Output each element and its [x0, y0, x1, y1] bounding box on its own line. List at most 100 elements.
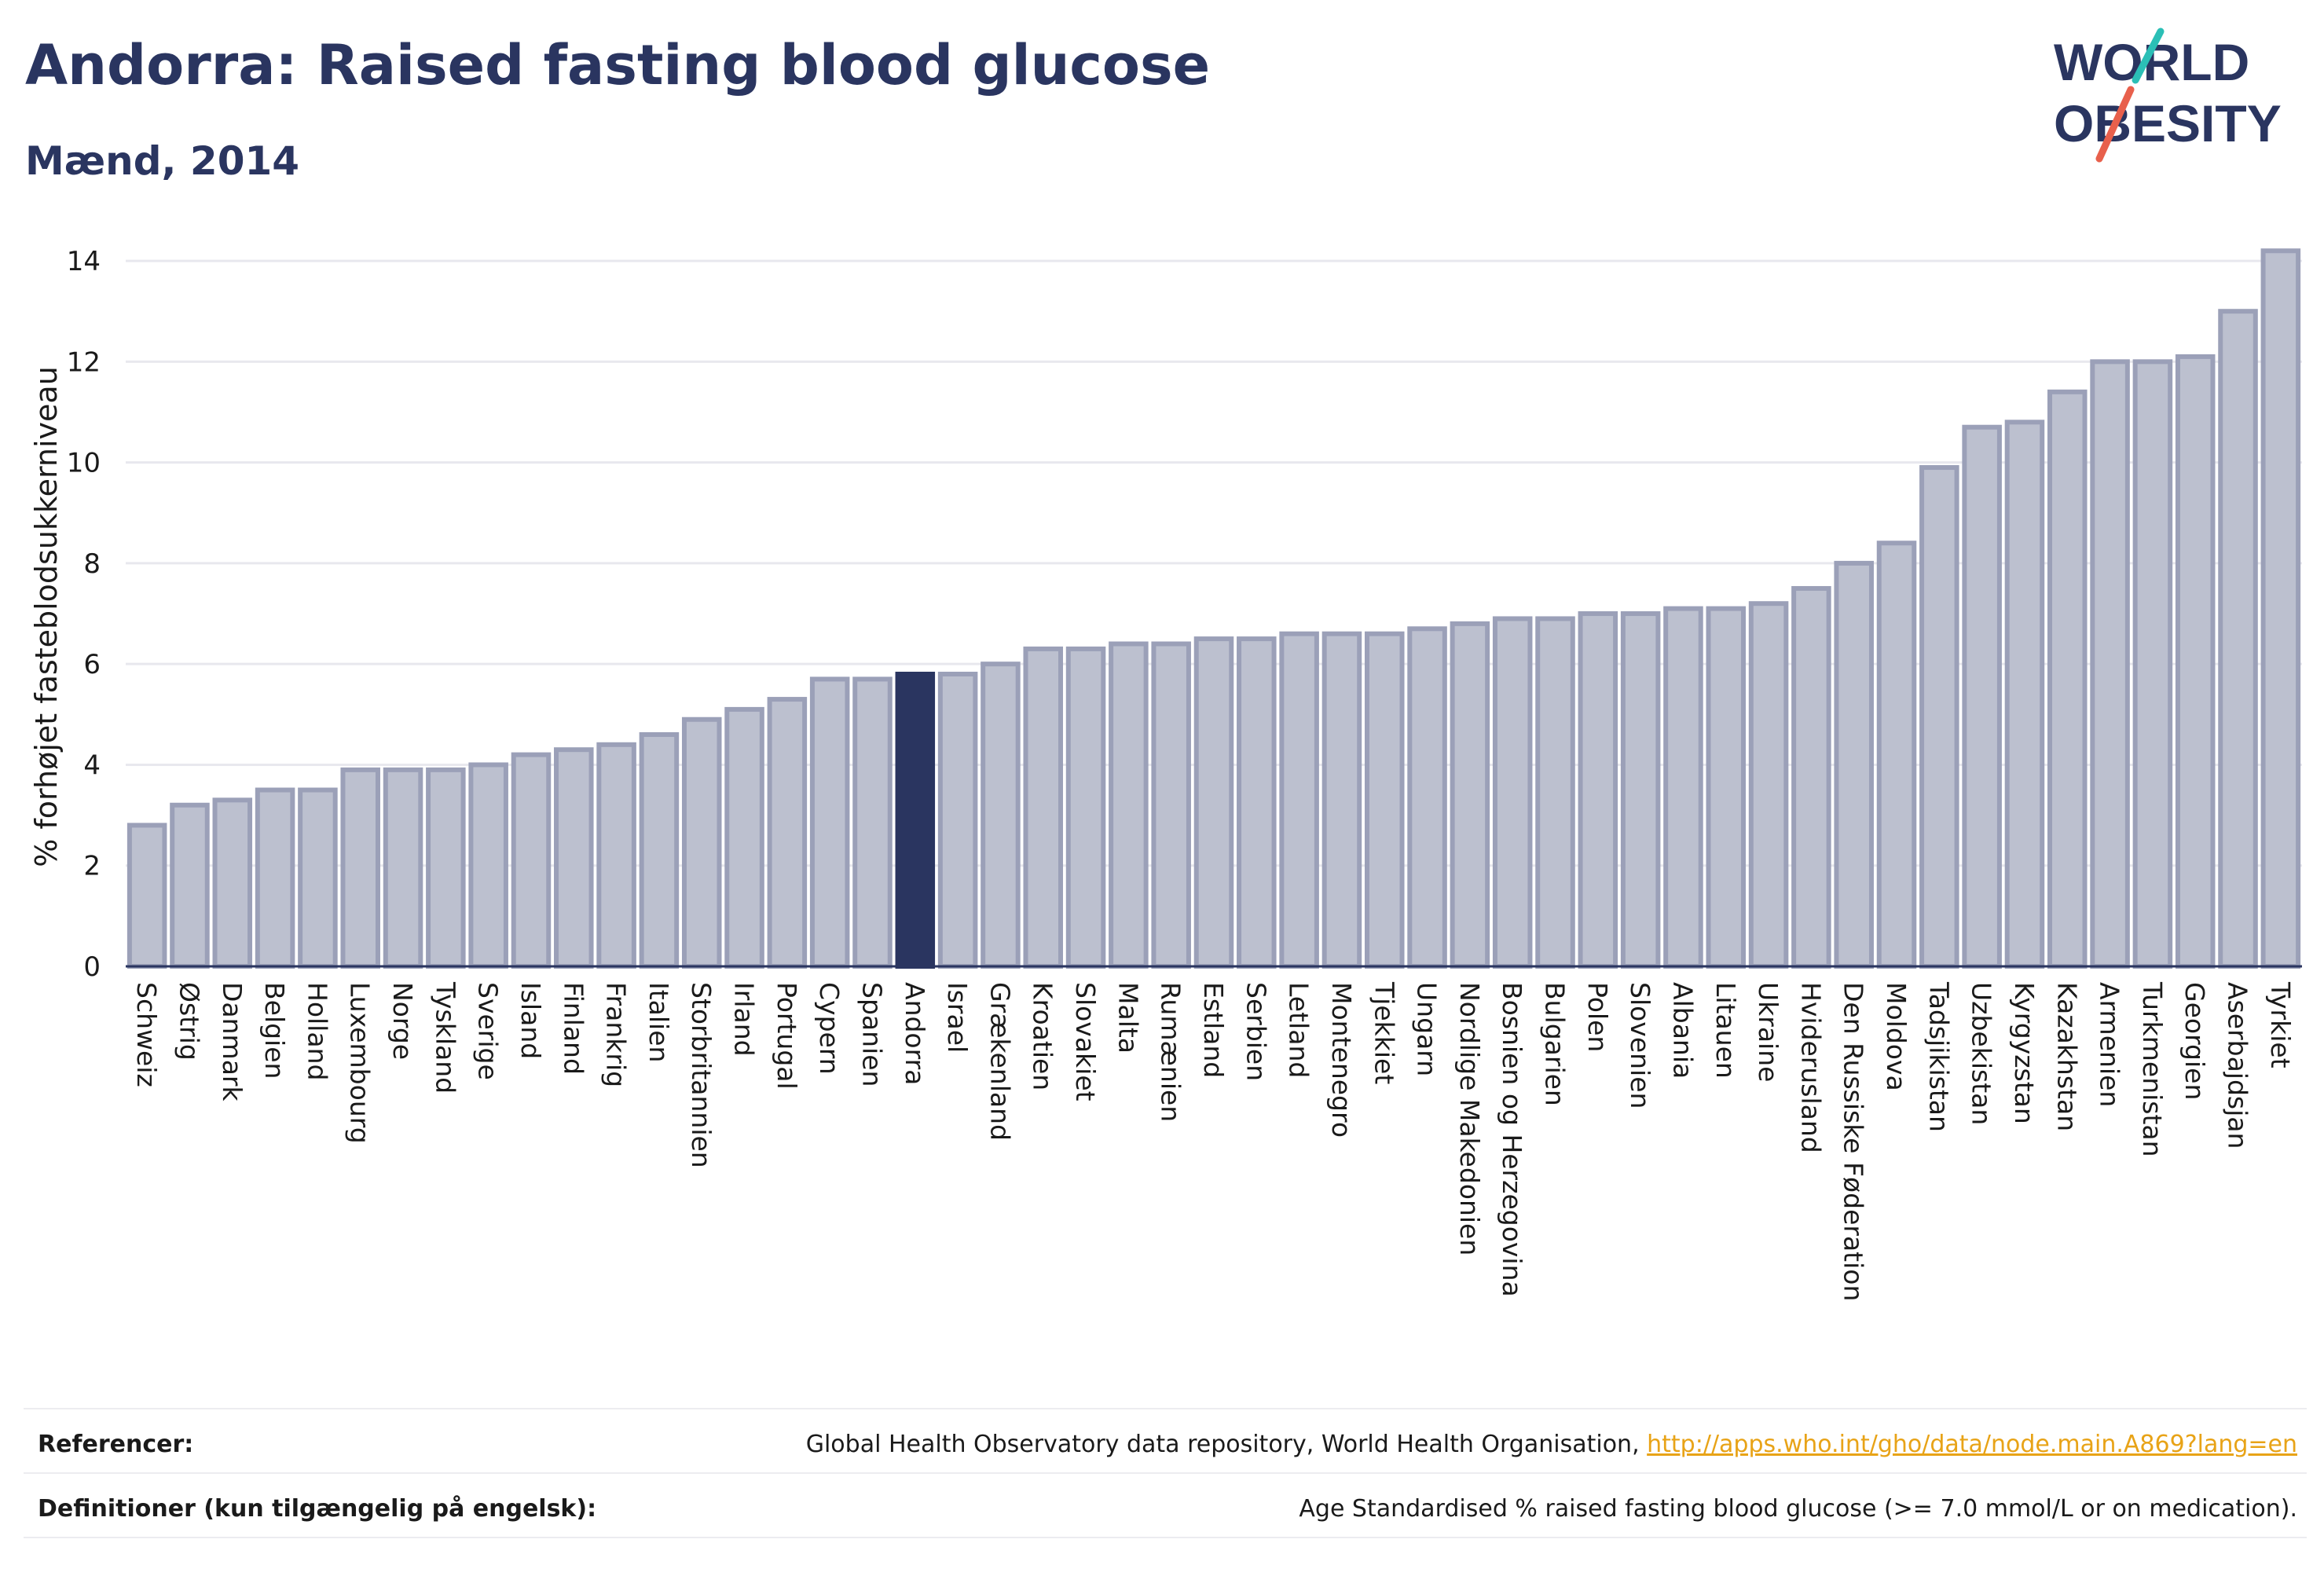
- bar: [511, 752, 552, 969]
- bar: [1748, 601, 1789, 969]
- bar: [1237, 636, 1277, 969]
- x-tick-label: Turkmenistan: [2137, 981, 2168, 1157]
- footer-divider-bottom: [24, 1537, 2307, 1538]
- references-label: Referencer:: [38, 1430, 194, 1458]
- page-title: Andorra: Raised fasting blood glucose: [25, 33, 1211, 97]
- bar: [1578, 611, 1618, 969]
- references-link[interactable]: http://apps.who.int/gho/data/node.main.A…: [1647, 1430, 2297, 1458]
- x-tick-label: Malta: [1113, 982, 1143, 1054]
- bar: [2047, 389, 2088, 969]
- x-tick-label: Norge: [387, 982, 418, 1060]
- bar: [809, 676, 850, 969]
- x-tick-label: Hviderusland: [1795, 982, 1826, 1153]
- bar: [1834, 560, 1874, 969]
- bar: [1279, 631, 1319, 969]
- bar: [1364, 631, 1405, 969]
- y-tick-label: 4: [83, 750, 101, 781]
- x-tick-label: Sverige: [473, 982, 504, 1080]
- bar: [1492, 616, 1533, 969]
- bar: [2132, 359, 2173, 969]
- bar: [554, 747, 594, 969]
- y-axis-label: % forhøjet fasteblodsukkerniveau: [29, 366, 64, 867]
- y-tick-label: 12: [67, 346, 101, 378]
- bar: [1919, 465, 1959, 969]
- logo-slash-top-icon: [2132, 27, 2165, 84]
- bar: [681, 717, 722, 969]
- x-tick-label: Slovakiet: [1070, 982, 1101, 1101]
- y-tick-label: 0: [83, 951, 101, 983]
- x-tick-label: Ungarn: [1412, 982, 1442, 1076]
- x-tick-label: Aserbajdsjan: [2223, 982, 2253, 1149]
- x-tick-label: Tyskland: [430, 981, 460, 1094]
- bar: [383, 767, 423, 969]
- x-tick-label: Schweiz: [131, 982, 162, 1087]
- bar: [1450, 621, 1490, 969]
- bar: [767, 697, 808, 969]
- references-value: Global Health Observatory data repositor…: [806, 1431, 2307, 1458]
- bar: [2090, 359, 2130, 969]
- x-tick-label: Island: [515, 982, 546, 1059]
- bar: [981, 662, 1021, 969]
- x-tick-label: Spanien: [856, 982, 887, 1087]
- page-subtitle: Mænd, 2014: [25, 138, 300, 184]
- x-tick-label: Østrig: [174, 982, 204, 1061]
- y-tick-label: 2: [83, 851, 101, 882]
- x-tick-label: Israel: [942, 982, 973, 1053]
- bar: [1023, 646, 1064, 969]
- x-tick-label: Tjekkiet: [1369, 981, 1399, 1084]
- y-tick-label: 6: [83, 649, 101, 680]
- x-tick-label: Georgien: [2179, 982, 2210, 1100]
- definitions-text: Age Standardised % raised fasting blood …: [1299, 1494, 2297, 1523]
- x-tick-label: Rumænien: [1156, 982, 1186, 1122]
- bar: [596, 742, 636, 969]
- x-tick-label: Portugal: [772, 982, 802, 1090]
- x-tick-label: Uzbekistan: [1967, 982, 1997, 1125]
- bar: [724, 706, 764, 969]
- bar: [2175, 354, 2216, 969]
- x-tick-label: Belgien: [259, 982, 290, 1079]
- x-tick-label: Kazakhstan: [2051, 982, 2082, 1131]
- x-tick-label: Frankrig: [601, 982, 632, 1087]
- y-tick-label: 14: [67, 246, 101, 277]
- bar: [1065, 646, 1106, 969]
- x-tick-label: Albania: [1667, 982, 1698, 1079]
- x-tick-label: Tyrkiet: [2265, 981, 2296, 1068]
- x-tick-label: Letland: [1284, 982, 1314, 1078]
- x-tick-label: Italien: [643, 982, 674, 1062]
- bar: [852, 676, 893, 969]
- bar-chart: 0 2 4 6 8 10 12 14 % forhøjet fasteblodsukkerniv…: [29, 246, 2302, 1301]
- bar: [1791, 585, 1831, 969]
- bar: [1962, 424, 2002, 969]
- bar: [340, 767, 380, 969]
- x-tick-label: Estland: [1198, 982, 1229, 1078]
- definitions-label: Definitioner (kun tilgængelig på engelsk…: [38, 1494, 597, 1523]
- bar: [1193, 636, 1234, 969]
- x-tick-label: Grækenland: [984, 982, 1015, 1141]
- bar: [1407, 626, 1447, 969]
- logo-slash-bottom-icon: [2095, 86, 2135, 163]
- bar: [2004, 420, 2045, 969]
- bar: [170, 802, 210, 969]
- bar: [2260, 248, 2301, 969]
- x-tick-label: Bulgarien: [1540, 982, 1571, 1106]
- bar: [468, 762, 508, 969]
- logo-word-obesity: OBESITY: [2054, 94, 2282, 152]
- bar: [126, 823, 167, 969]
- references-row: Referencer: Global Health Observatory da…: [24, 1413, 2307, 1475]
- references-text: Global Health Observatory data repositor…: [805, 1430, 1648, 1458]
- bar: [1663, 606, 1703, 969]
- x-tick-label: Den Russiske Føderation: [1838, 982, 1869, 1301]
- x-tick-label: Irland: [729, 982, 760, 1057]
- x-tick-label: Finland: [558, 982, 588, 1075]
- x-tick-label: Litauen: [1710, 982, 1741, 1079]
- x-tick-label: Slovenien: [1625, 982, 1655, 1109]
- bar: [1620, 611, 1661, 969]
- bar: [1535, 616, 1575, 969]
- x-tick-label: Holland: [302, 982, 332, 1080]
- x-tick-label: Kroatien: [1028, 982, 1058, 1090]
- y-tick-label: 8: [83, 548, 101, 580]
- bar: [1151, 641, 1191, 969]
- x-tick-label: Ukraine: [1753, 982, 1783, 1082]
- x-tick-label: Moldova: [1881, 982, 1912, 1091]
- bar: [639, 731, 680, 969]
